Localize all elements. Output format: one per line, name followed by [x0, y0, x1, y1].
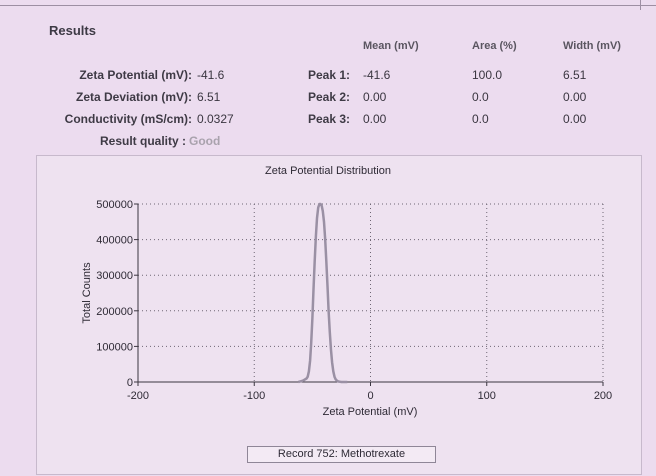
x-tick-label-4: 200 — [594, 390, 612, 402]
y-axis-label: Total Counts — [81, 262, 93, 324]
chart-title: Zeta Potential Distribution — [265, 165, 391, 177]
x-tick-label-3: 100 — [478, 390, 496, 402]
width-header: Width (mV) — [563, 40, 621, 52]
area-header: Area (%) — [472, 40, 517, 52]
x-tick-label-0: -200 — [127, 390, 149, 402]
result-quality-label: Result quality : — [99, 134, 186, 148]
x-tick-label-2: 0 — [367, 390, 373, 402]
y-tick-label-4: 400000 — [96, 235, 133, 247]
legend-record: Record 752: Methotrexate — [247, 446, 436, 463]
peak-2-area: 0.0 — [472, 90, 489, 104]
series-layer — [298, 202, 348, 384]
x-tick-label-1: -100 — [243, 390, 265, 402]
ticks-layer: 0 100000 200000 300000 400000 500000 -200 -100 0… — [96, 199, 612, 402]
zeta-deviation-value: 6.51 — [197, 90, 221, 104]
peak-3-area: 0.0 — [472, 112, 489, 126]
y-tick-label-0: 0 — [127, 377, 133, 389]
zeta-potential-label: Zeta Potential (mV): — [79, 68, 192, 82]
peak-2-mean: 0.00 — [363, 90, 387, 104]
side-tick-line — [640, 0, 641, 10]
chart-panel — [36, 155, 642, 475]
result-quality-value: Good — [189, 134, 221, 148]
peak-1-area: 100.0 — [472, 68, 503, 82]
y-tick-label-5: 500000 — [96, 199, 133, 211]
peak-2-width: 0.00 — [563, 90, 587, 104]
x-axis-label: Zeta Potential (mV) — [323, 406, 418, 418]
peak-3-width: 0.00 — [563, 112, 587, 126]
series-line-0 — [298, 202, 348, 384]
grid-layer — [138, 203, 604, 382]
y-tick-label-3: 300000 — [96, 270, 133, 282]
peak-1-width: 6.51 — [563, 68, 587, 82]
conductivity-value: 0.0327 — [197, 112, 234, 126]
peak-3-label: Peak 3: — [307, 112, 350, 126]
y-tick-label-1: 100000 — [96, 341, 133, 353]
conductivity-label: Conductivity (mS/cm): — [64, 112, 192, 126]
zeta-deviation-label: Zeta Deviation (mV): — [75, 90, 192, 104]
peak-1-label: Peak 1: — [307, 68, 350, 82]
mean-header: Mean (mV) — [363, 40, 419, 52]
peak-2-label: Peak 2: — [307, 90, 350, 104]
zeta-potential-value: -41.6 — [197, 68, 225, 82]
peak-3-mean: 0.00 — [363, 112, 387, 126]
top-border-line — [0, 5, 656, 6]
y-tick-label-2: 200000 — [96, 306, 133, 318]
results-title: Results — [49, 23, 96, 38]
peak-1-mean: -41.6 — [363, 68, 391, 82]
